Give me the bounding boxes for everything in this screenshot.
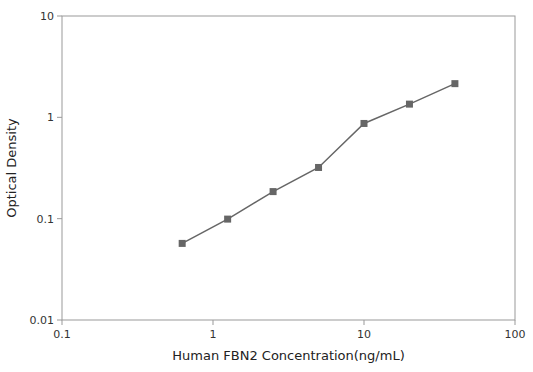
data-point (451, 80, 458, 87)
x-tick-label: 100 (505, 328, 526, 341)
data-point (224, 216, 231, 223)
y-tick (57, 320, 62, 321)
data-layer (179, 80, 459, 247)
chart-svg: 0.11101000.010.1110Human FBN2 Concentrat… (0, 0, 533, 372)
y-tick-label: 0.01 (30, 314, 55, 327)
data-point (406, 101, 413, 108)
x-tick-label: 0.1 (53, 328, 71, 341)
data-point (315, 164, 322, 171)
plot-frame (62, 16, 515, 320)
data-point (361, 120, 368, 127)
y-tick-label: 0.1 (37, 213, 55, 226)
x-axis: 0.1 1 10 100 (53, 320, 525, 341)
x-tick (364, 320, 365, 325)
x-tick (62, 320, 63, 325)
data-point (270, 188, 277, 195)
x-axis-label: Human FBN2 Concentration(ng/mL) (172, 348, 404, 363)
y-tick (57, 218, 62, 219)
y-axis: 0.01 0.1 1 10 (30, 10, 63, 327)
x-tick (213, 320, 214, 325)
x-tick-label: 10 (357, 328, 371, 341)
y-tick (57, 117, 62, 118)
data-line (182, 84, 455, 244)
x-tick-label: 1 (210, 328, 217, 341)
y-tick-label: 1 (47, 111, 54, 124)
y-tick-label: 10 (40, 10, 54, 23)
x-tick (515, 320, 516, 325)
y-tick (57, 16, 62, 17)
chart-container: 0.11101000.010.1110Human FBN2 Concentrat… (0, 0, 533, 372)
data-point (179, 240, 186, 247)
y-axis-label: Optical Density (4, 118, 19, 218)
